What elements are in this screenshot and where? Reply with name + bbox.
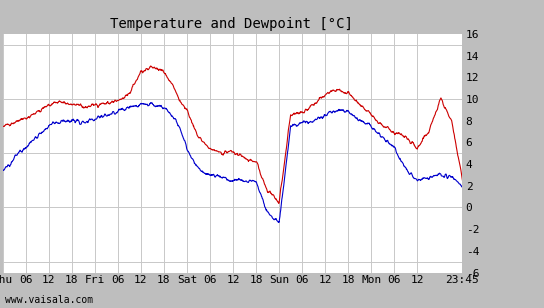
- Text: Temperature and Dewpoint [°C]: Temperature and Dewpoint [°C]: [110, 17, 353, 31]
- Text: www.vaisala.com: www.vaisala.com: [5, 295, 94, 305]
